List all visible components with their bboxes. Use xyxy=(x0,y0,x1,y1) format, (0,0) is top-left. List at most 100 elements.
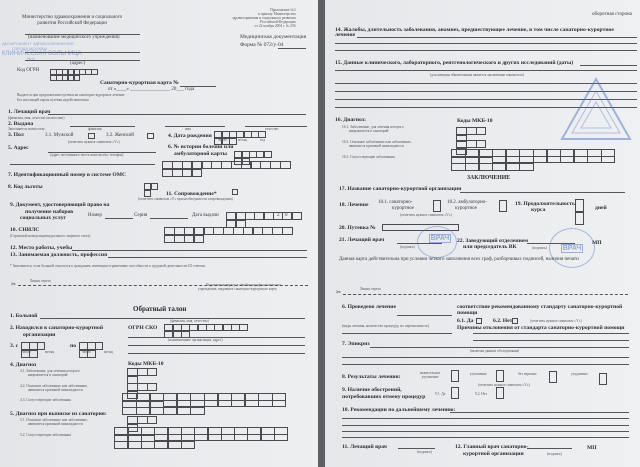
input-cell[interactable] xyxy=(163,399,178,408)
input-cell[interactable] xyxy=(247,433,262,442)
input-cell[interactable] xyxy=(575,199,585,212)
input-cell[interactable] xyxy=(272,399,287,408)
input-cell[interactable] xyxy=(144,190,152,197)
input-cell[interactable] xyxy=(135,393,151,401)
mkb-41-boxes[interactable] xyxy=(127,368,161,384)
name-line[interactable] xyxy=(165,126,225,127)
input-cell[interactable] xyxy=(122,407,137,415)
input-cell[interactable] xyxy=(167,441,182,449)
input-cell[interactable] xyxy=(180,433,195,442)
result-worse-checkbox[interactable] xyxy=(599,373,607,385)
patronymic-line[interactable] xyxy=(245,126,307,127)
doctor-line[interactable] xyxy=(48,114,306,115)
input-cell[interactable] xyxy=(587,155,602,164)
input-cell[interactable] xyxy=(575,212,585,225)
input-cell[interactable] xyxy=(91,69,98,75)
input-cell[interactable] xyxy=(464,149,480,157)
issue-date-boxes[interactable] xyxy=(226,212,302,228)
duration-boxes[interactable] xyxy=(575,199,591,225)
result-improvement-checkbox[interactable] xyxy=(496,370,504,382)
input-cell[interactable] xyxy=(546,155,561,164)
input-cell[interactable] xyxy=(228,138,237,145)
input-cell[interactable] xyxy=(560,155,575,164)
input-cell[interactable] xyxy=(154,433,169,442)
sanatorium-line[interactable] xyxy=(460,192,625,193)
oms-number-boxes[interactable] xyxy=(162,161,298,177)
input-cell[interactable] xyxy=(127,391,138,399)
standard-yes-checkbox[interactable] xyxy=(476,318,482,324)
benefit-code-boxes[interactable] xyxy=(144,183,160,197)
input-cell[interactable] xyxy=(274,433,289,442)
input-cell[interactable] xyxy=(505,163,521,171)
input-cell[interactable] xyxy=(149,407,164,415)
line[interactable] xyxy=(473,340,629,341)
input-cell[interactable] xyxy=(191,169,203,177)
ambulatory-checkbox[interactable] xyxy=(499,200,507,212)
ogrn-sko-boxes[interactable] xyxy=(164,324,249,338)
line[interactable] xyxy=(335,43,637,44)
input-cell[interactable] xyxy=(478,163,493,171)
line[interactable] xyxy=(342,418,629,419)
input-cell[interactable] xyxy=(519,163,534,171)
input-cell[interactable] xyxy=(114,441,129,449)
signature-line[interactable] xyxy=(398,448,435,449)
input-cell[interactable] xyxy=(291,212,302,220)
input-cell[interactable] xyxy=(220,433,235,442)
escort-checkbox[interactable] xyxy=(232,189,238,195)
mkb-52-boxes[interactable] xyxy=(114,427,298,449)
workplace-line[interactable] xyxy=(72,250,307,251)
input-cell[interactable] xyxy=(87,350,96,358)
input-cell[interactable] xyxy=(258,131,267,138)
line[interactable] xyxy=(357,37,637,38)
position-line[interactable] xyxy=(108,257,307,258)
input-cell[interactable] xyxy=(282,227,293,235)
mkb-42-boxes[interactable] xyxy=(127,383,161,399)
input-cell[interactable] xyxy=(239,324,249,331)
address-line[interactable] xyxy=(48,152,156,153)
input-cell[interactable] xyxy=(190,407,205,415)
result-no-change-checkbox[interactable] xyxy=(549,371,557,383)
line[interactable] xyxy=(335,107,637,108)
input-cell[interactable] xyxy=(194,433,209,442)
input-cell[interactable] xyxy=(29,350,38,358)
to-date-boxes[interactable] xyxy=(79,342,111,358)
ogrn-boxes[interactable] xyxy=(50,69,102,81)
input-cell[interactable] xyxy=(176,407,192,415)
input-cell[interactable] xyxy=(207,433,222,442)
input-cell[interactable] xyxy=(167,433,182,442)
mkb-43-boxes[interactable] xyxy=(122,393,299,415)
input-cell[interactable] xyxy=(475,127,487,135)
input-cell[interactable] xyxy=(149,393,164,401)
input-cell[interactable] xyxy=(451,149,466,157)
line[interactable] xyxy=(342,437,629,438)
input-cell[interactable] xyxy=(146,416,158,424)
line[interactable] xyxy=(342,431,629,432)
input-cell[interactable] xyxy=(114,427,129,435)
input-cell[interactable] xyxy=(231,399,246,408)
input-cell[interactable] xyxy=(36,342,46,350)
line[interactable] xyxy=(335,83,637,84)
line[interactable] xyxy=(450,412,629,413)
input-cell[interactable] xyxy=(532,155,548,164)
input-cell[interactable] xyxy=(127,427,142,435)
input-cell[interactable] xyxy=(150,183,158,190)
birthdate-boxes[interactable] xyxy=(214,131,270,145)
line[interactable] xyxy=(335,99,637,100)
line[interactable] xyxy=(342,333,452,334)
standard-no-checkbox[interactable] xyxy=(512,318,518,324)
from-date-boxes[interactable] xyxy=(21,342,53,358)
line[interactable] xyxy=(397,315,452,316)
input-cell[interactable] xyxy=(244,399,260,408)
input-cell[interactable] xyxy=(180,441,195,449)
input-cell[interactable] xyxy=(573,155,589,164)
line[interactable] xyxy=(473,333,629,334)
input-cell[interactable] xyxy=(260,433,275,442)
input-cell[interactable] xyxy=(193,235,205,243)
input-cell[interactable] xyxy=(127,441,142,449)
number-line[interactable] xyxy=(105,218,133,219)
sanatorium-checkbox[interactable] xyxy=(433,200,441,212)
input-cell[interactable] xyxy=(451,163,466,171)
result-significant-checkbox[interactable] xyxy=(451,370,459,382)
input-cell[interactable] xyxy=(280,161,291,169)
female-checkbox[interactable] xyxy=(147,133,154,139)
